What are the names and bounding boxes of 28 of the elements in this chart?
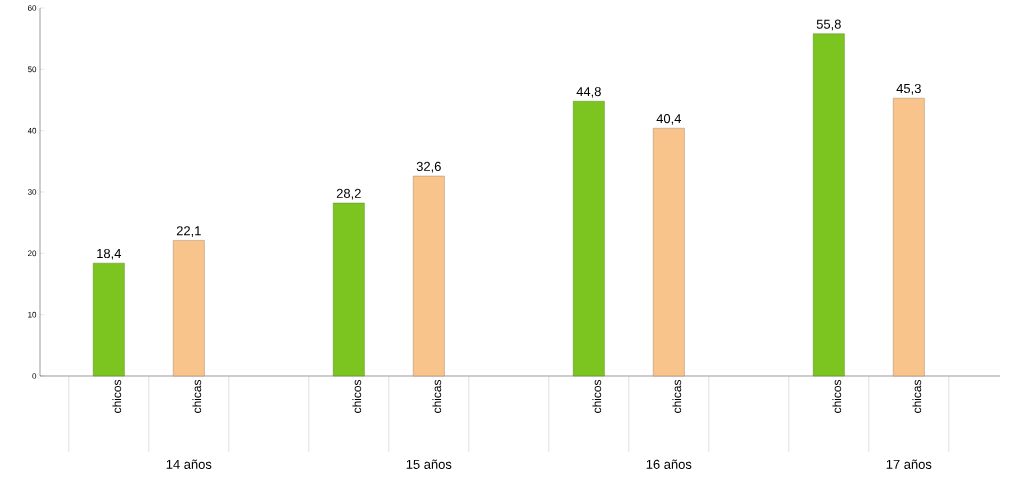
text: chicos (352, 379, 362, 413)
text: chicos (592, 379, 602, 413)
data-label: 55,8 (816, 19, 841, 31)
x-tick-label: 16 años (646, 459, 692, 469)
bar (413, 175, 445, 377)
text: chicas (672, 379, 682, 413)
bar (893, 97, 925, 377)
data-label: 45,3 (896, 83, 921, 95)
data-label: 40,4 (656, 113, 682, 125)
text: chicas (912, 379, 922, 413)
data-label: 22,1 (176, 226, 201, 237)
bar (573, 101, 605, 377)
bar (93, 262, 125, 377)
text: chicas (432, 379, 442, 413)
x-tick-label: 17 años (886, 459, 932, 469)
text: chicos (112, 379, 122, 413)
x-tick-label: 14 años (166, 459, 212, 469)
data-label: 32,6 (416, 161, 441, 173)
bar (813, 33, 845, 377)
bar (333, 202, 365, 377)
x-tick-label: 15 años (406, 459, 452, 469)
data-label: 44,8 (576, 87, 601, 98)
text: chicas (192, 379, 202, 413)
text: chicos (832, 379, 842, 413)
data-label: 18,4 (97, 248, 122, 260)
bar (653, 128, 685, 377)
data-label: 28,2 (336, 188, 361, 200)
bar (173, 240, 205, 377)
